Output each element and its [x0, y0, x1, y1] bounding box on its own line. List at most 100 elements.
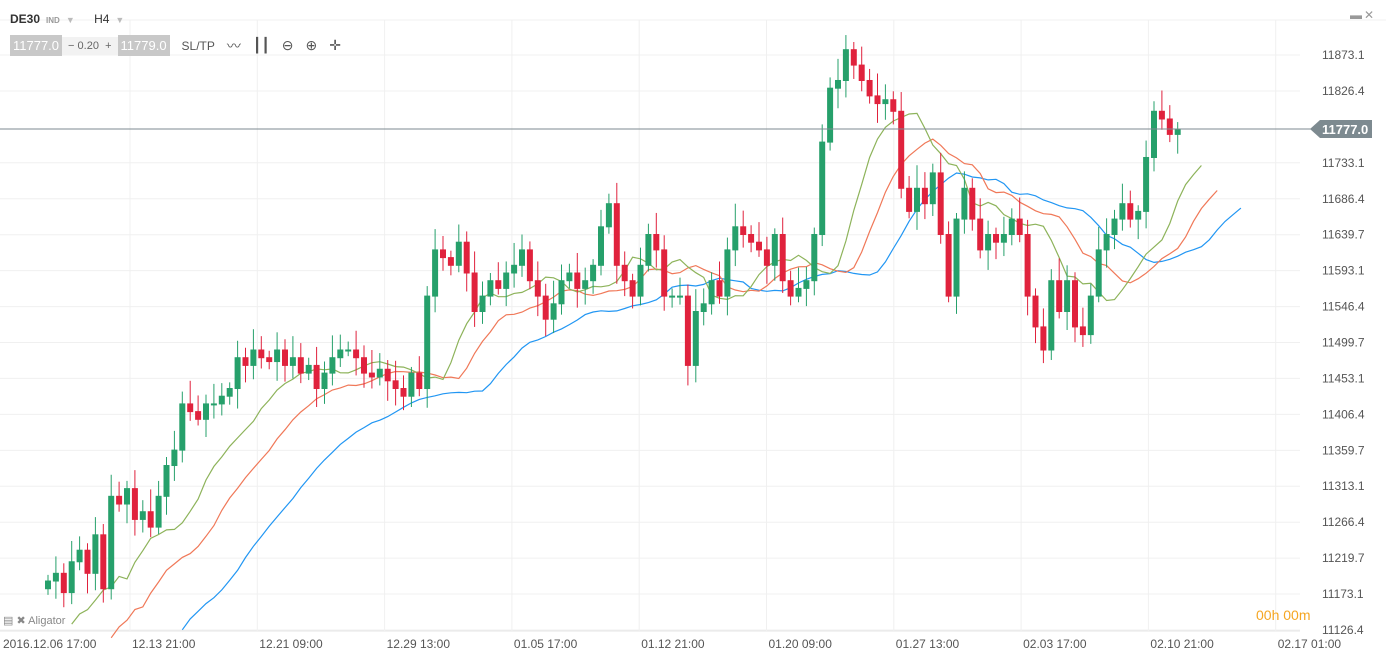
candle	[250, 349, 257, 366]
candle	[874, 95, 881, 105]
candle	[60, 572, 67, 594]
candle	[218, 395, 225, 405]
y-tick-label: 11639.7	[1322, 228, 1365, 242]
candle	[353, 349, 360, 359]
candle	[598, 226, 604, 266]
candle	[882, 99, 889, 105]
crosshair-move-icon[interactable]: ✛	[329, 37, 341, 53]
candle	[795, 287, 802, 297]
candle	[376, 368, 383, 378]
candle	[574, 272, 581, 289]
zoom-out-icon[interactable]: ⊖	[281, 37, 294, 53]
candle	[171, 449, 178, 467]
candle	[384, 368, 391, 382]
candle	[740, 226, 747, 235]
candle	[692, 311, 699, 366]
close-icon[interactable]: ✕	[1364, 8, 1375, 22]
timeframe-dropdown-icon[interactable]: ▼	[115, 15, 125, 25]
x-tick-label: 01.12 21:00	[641, 637, 705, 651]
candle	[519, 249, 525, 266]
candle	[297, 357, 304, 374]
candle	[361, 357, 367, 374]
alligator-jaw-line	[181, 172, 1242, 631]
y-tick-label: 11453.1	[1322, 371, 1365, 385]
y-tick-label: 11546.4	[1322, 300, 1365, 314]
candle	[313, 364, 320, 390]
indicator-settings-icon[interactable]: ▤	[3, 615, 14, 627]
candle	[756, 241, 762, 251]
candle	[1174, 128, 1181, 135]
y-tick-label: 11313.1	[1322, 479, 1365, 493]
candle	[124, 488, 130, 505]
candle	[1040, 326, 1047, 351]
buy-price-button[interactable]: 11779.0	[117, 35, 170, 56]
x-tick-label: 12.21 09:00	[259, 637, 323, 651]
candle	[732, 226, 739, 251]
candle	[131, 488, 138, 520]
candle	[282, 349, 288, 366]
candle	[534, 280, 541, 297]
minimize-icon[interactable]: ▬	[1350, 8, 1362, 22]
candle	[613, 203, 620, 266]
candle	[748, 233, 755, 243]
indicator-legend: ▤ ✖ Aligator	[3, 614, 65, 627]
candle	[187, 403, 194, 413]
candle	[677, 295, 683, 298]
candle	[558, 280, 565, 305]
candle	[1103, 233, 1110, 251]
x-tick-label: 12.29 13:00	[387, 637, 451, 651]
candle	[890, 99, 897, 112]
symbol-name[interactable]: DE30	[10, 12, 41, 26]
candle	[661, 249, 668, 297]
candle	[455, 241, 462, 266]
sell-price-button[interactable]: 11777.0	[10, 35, 63, 56]
y-tick-label: 11266.4	[1322, 515, 1365, 529]
symbol-dropdown-icon[interactable]: ▼	[65, 15, 75, 25]
candlestick-icon[interactable]: ┃┃	[252, 37, 270, 53]
candle	[45, 580, 51, 590]
candle	[92, 534, 99, 574]
x-tick-label: 01.27 13:00	[896, 637, 960, 651]
timeframe-select[interactable]: H4	[94, 12, 110, 26]
line-chart-icon[interactable]: 〰	[226, 37, 241, 54]
candle	[447, 257, 454, 266]
candle	[629, 280, 636, 297]
y-tick-label: 11593.1	[1322, 264, 1365, 278]
candle	[906, 187, 913, 212]
indicator-remove-icon[interactable]: ✖	[16, 615, 26, 627]
zoom-in-icon[interactable]: ⊕	[305, 37, 318, 53]
candle	[819, 141, 826, 235]
alligator-teeth-line	[110, 138, 1218, 639]
x-tick-label: 01.05 17:00	[514, 637, 578, 651]
candle	[945, 233, 952, 297]
candle	[337, 349, 344, 359]
decrease-button[interactable]: −	[68, 39, 75, 52]
volume-input[interactable]: 0.20	[77, 39, 99, 52]
candle	[329, 357, 336, 374]
candle	[1127, 203, 1134, 220]
candle	[440, 249, 446, 259]
candle	[582, 280, 589, 289]
trade-bar: 11777.0 − 0.20 + 11779.0 SL/TP 〰 ┃┃ ⊖ ⊕ …	[10, 35, 341, 56]
candle	[827, 87, 834, 143]
candle	[1158, 110, 1165, 120]
y-tick-label: 11733.1	[1322, 156, 1365, 170]
candle	[779, 233, 786, 282]
candle	[511, 264, 518, 274]
candle	[914, 187, 920, 212]
candle	[68, 561, 75, 594]
increase-button[interactable]: +	[105, 39, 112, 52]
x-tick-label: 02.03 17:00	[1023, 637, 1087, 651]
candle	[1087, 295, 1094, 336]
candle	[621, 264, 628, 282]
candle	[1064, 280, 1071, 313]
candle	[1095, 249, 1102, 297]
candle	[590, 264, 597, 282]
sltp-button[interactable]: SL/TP	[181, 38, 215, 53]
y-tick-label: 11499.7	[1322, 336, 1365, 350]
current-price-tag	[1310, 120, 1372, 139]
candle	[763, 249, 770, 266]
candle	[1024, 233, 1031, 297]
candle	[84, 549, 91, 574]
